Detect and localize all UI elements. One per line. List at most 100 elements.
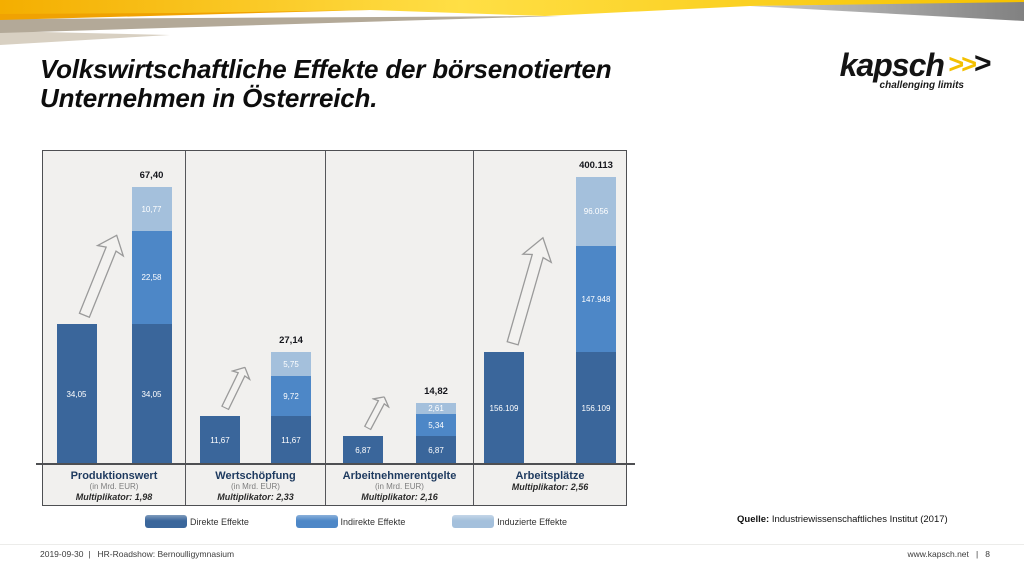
footer-right: www.kapsch.net | 8 (907, 549, 990, 559)
stacked-total-label: 400.113 (579, 160, 613, 171)
slide-title-line2: Unternehmen in Österreich. (40, 83, 378, 113)
chart-group-produktionswert: 34,05 67,40 10,77 22,58 34,05 Produktionswert… (43, 151, 186, 505)
bar-value-label: 5,75 (283, 359, 299, 369)
legend-label: Induzierte Effekte (497, 516, 567, 527)
bar-segment-induzierte-effekte: 10,77 (131, 187, 172, 231)
source-label: Quelle: (737, 514, 770, 525)
source-text: Industriewissenschaftliches Institut (20… (771, 514, 948, 525)
chart-group-wertsch-pfung: 11,67 27,14 5,75 9,72 11,67 Wertschöpfung (in … (186, 151, 326, 505)
bar-value-label: 2,61 (428, 404, 444, 413)
bar-value-label: 96.056 (583, 207, 609, 216)
group-unit: (in Mrd. EUR) (89, 482, 139, 491)
kapsch-tagline: challenging limits (879, 80, 964, 91)
chart-baseline (36, 463, 635, 465)
direct-bar-column: 6,87 (343, 436, 383, 464)
legend-swatch-icon (295, 515, 338, 528)
group-label-band: Arbeitsplätze Multiplikator: 2,56 (474, 464, 626, 505)
legend-label: Indirekte Effekte (340, 516, 406, 527)
bar-value-label: 6,87 (428, 445, 444, 455)
bar-segment-induzierte-effekte: 2,61 (416, 403, 456, 414)
legend-item-direkte-effekte: Direkte Effekte (145, 515, 249, 528)
stacked-bar-column: 67,40 10,77 22,58 34,05 (131, 170, 172, 464)
direct-bar-column: 11,67 (200, 416, 240, 464)
bar-pair: 6,87 14,82 2,61 5,34 6,87 (343, 386, 456, 464)
stacked-bar-column: 400.113 96.056 147.948 156.109 (576, 160, 616, 464)
group-label-band: Arbeitnehmerentgelte (in Mrd. EUR) Multipl… (326, 464, 473, 505)
bar-segment-induzierte-effekte: 96.056 (576, 177, 616, 246)
header-banner-decoration (0, 0, 1024, 45)
bar-value-label: 6,87 (355, 445, 371, 455)
bar-value-label: 5,34 (428, 420, 444, 430)
group-unit: (in Mrd. EUR) (231, 482, 280, 491)
growth-arrow-icon (215, 362, 255, 413)
chart-group-arbeitnehmerentgelte: 6,87 14,82 2,61 5,34 6,87 Arbeitnehmerentgelt… (326, 151, 474, 505)
group-title: Wertschöpfung (215, 470, 296, 482)
slide-title: Volkswirtschaftliche Effekte der börseno… (40, 55, 740, 113)
group-multiplier: Multiplikator: 2,33 (217, 491, 294, 502)
bar-value-label: 147.948 (581, 294, 611, 304)
stacked-total-label: 14,82 (424, 386, 448, 397)
stacked-total-label: 27,14 (279, 335, 303, 346)
bar-value-label: 22,58 (141, 273, 162, 282)
kapsch-logo-text: kapsch (839, 47, 945, 83)
bar-value-label: 156.109 (489, 403, 519, 413)
growth-arrow-icon (359, 392, 394, 433)
source-note: Quelle: Industriewissenschaftliches Inst… (737, 514, 948, 525)
legend-swatch-icon (452, 515, 495, 528)
bar-segment-indirekte-effekte: 22,58 (131, 231, 172, 324)
bar-segment-direkte-effekte: 11,67 (271, 416, 311, 464)
footer-left: 2019-09-30 | HR-Roadshow: Bernoulligymna… (40, 549, 235, 559)
bar-segment-indirekte-effekte: 5,34 (416, 414, 456, 436)
bar-stacked-arbeitnehmerentgelte: 2,61 5,34 6,87 (416, 403, 456, 464)
group-title: Arbeitnehmerentgelte (342, 470, 457, 482)
bar-value-label: 34,05 (141, 389, 162, 399)
bar-value-label: 11,67 (210, 435, 230, 445)
bar-direct-wertsch-pfung: 11,67 (200, 416, 240, 464)
bar-direct-arbeitspl-tze: 156.109 (484, 352, 524, 464)
group-title: Arbeitsplätze (515, 470, 585, 482)
bar-value-label: 156.109 (581, 403, 611, 413)
group-multiplier: Multiplikator: 2,16 (361, 491, 438, 502)
bar-pair: 156.109 400.113 96.056 147.948 156.109 (484, 160, 616, 464)
slide-footer: 2019-09-30 | HR-Roadshow: Bernoulligymna… (40, 549, 990, 559)
legend-item-indirekte-effekte: Indirekte Effekte (295, 515, 406, 528)
group-multiplier: Multiplikator: 2,56 (511, 482, 589, 492)
bar-segment-direkte-effekte: 34,05 (131, 324, 172, 464)
slide-title-line1: Volkswirtschaftliche Effekte der börseno… (40, 54, 612, 84)
footer-divider (0, 544, 1024, 545)
bar-value-label: 10,77 (141, 204, 162, 214)
plot-zone-arbeitspl-tze: 156.109 400.113 96.056 147.948 156.109 (474, 151, 626, 464)
bar-segment-direkte-effekte: 6,87 (416, 436, 456, 464)
chart-group-arbeitspl-tze: 156.109 400.113 96.056 147.948 156.109 Arbeit… (474, 151, 626, 505)
group-unit: (in Mrd. EUR) (375, 482, 424, 491)
group-title: Produktionswert (70, 470, 158, 482)
bar-value-label: 34,05 (66, 389, 87, 399)
chart-legend: Direkte Effekte Indirekte Effekte Induzier… (145, 515, 567, 528)
stacked-total-label: 67,40 (139, 170, 164, 181)
bar-pair: 34,05 67,40 10,77 22,58 34,05 (56, 170, 172, 464)
bar-stacked-arbeitspl-tze: 96.056 147.948 156.109 (576, 177, 616, 464)
kapsch-logo: kapsch > > > challenging limits (839, 47, 991, 92)
direct-bar-column: 156.109 (484, 352, 524, 464)
bar-segment-direkte-effekte: 156.109 (576, 352, 616, 464)
plot-zone-wertsch-pfung: 11,67 27,14 5,75 9,72 11,67 (186, 151, 325, 464)
bar-direct-produktionswert: 34,05 (56, 324, 97, 464)
direct-bar-column: 34,05 (56, 324, 97, 464)
bar-value-label: 9,72 (283, 391, 299, 401)
legend-swatch-icon (145, 515, 187, 528)
legend-item-induzierte-effekte: Induzierte Effekte (452, 515, 567, 528)
bar-segment-indirekte-effekte: 9,72 (271, 376, 311, 416)
plot-zone-produktionswert: 34,05 67,40 10,77 22,58 34,05 (43, 151, 185, 464)
group-multiplier: Multiplikator: 1,98 (75, 491, 153, 502)
economic-effects-chart: 34,05 67,40 10,77 22,58 34,05 Produktionswert… (36, 150, 635, 506)
growth-arrow-icon (69, 228, 132, 322)
plot-zone-arbeitnehmerentgelte: 6,87 14,82 2,61 5,34 6,87 (326, 151, 473, 464)
legend-label: Direkte Effekte (190, 516, 249, 527)
bar-stacked-produktionswert: 10,77 22,58 34,05 (131, 187, 172, 464)
group-label-band: Wertschöpfung (in Mrd. EUR) Multiplikator:… (186, 464, 325, 505)
bar-segment-induzierte-effekte: 5,75 (271, 352, 311, 376)
stacked-bar-column: 14,82 2,61 5,34 6,87 (416, 386, 456, 464)
bar-stacked-wertsch-pfung: 5,75 9,72 11,67 (271, 352, 311, 464)
growth-arrow-icon (496, 232, 560, 349)
